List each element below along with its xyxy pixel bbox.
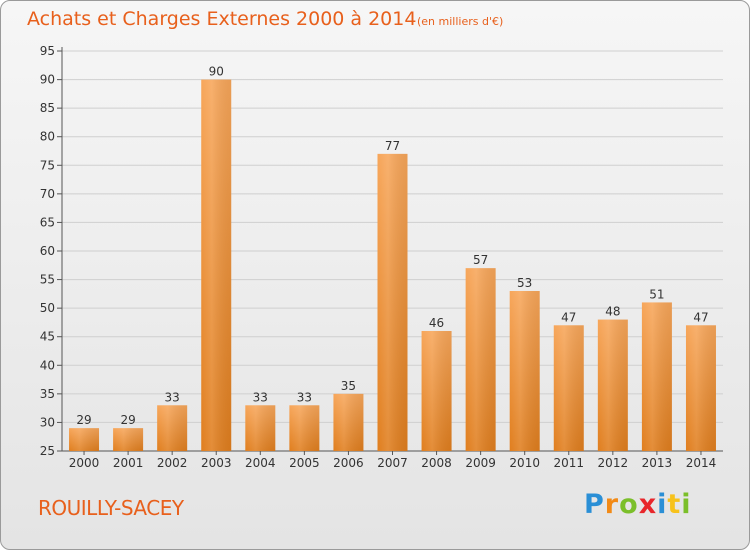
bar	[685, 325, 716, 451]
bar-value-label: 90	[209, 65, 224, 79]
y-tick-label: 60	[40, 244, 55, 258]
bar-shine	[641, 302, 672, 451]
y-tick-label: 30	[40, 415, 55, 429]
x-tick-label: 2010	[509, 456, 540, 470]
x-tick-label: 2012	[598, 456, 629, 470]
y-tick-label: 45	[40, 330, 55, 344]
bar-shine	[509, 291, 540, 451]
logo-letter: i	[681, 489, 692, 520]
y-tick-label: 40	[40, 358, 55, 372]
bar	[245, 405, 276, 451]
bar-shine	[113, 428, 144, 451]
bars	[69, 79, 716, 452]
logo-letter: x	[638, 489, 658, 520]
bar	[421, 331, 452, 451]
bar-value-label: 47	[693, 310, 708, 324]
bar	[69, 428, 100, 451]
y-tick-label: 90	[40, 73, 55, 87]
bar-shine	[69, 428, 100, 451]
bar-value-label: 33	[253, 390, 268, 404]
bar-value-label: 77	[385, 139, 400, 153]
bar	[157, 405, 188, 451]
bar	[553, 325, 584, 451]
bar-value-label: 35	[341, 379, 356, 393]
bar	[333, 393, 364, 451]
bar-value-label: 33	[297, 390, 312, 404]
y-tick-label: 25	[40, 444, 55, 458]
logo-letter: i	[657, 489, 668, 520]
bar	[641, 302, 672, 451]
bar-value-label: 33	[165, 390, 180, 404]
bar-value-label: 57	[473, 253, 488, 267]
y-tick-labels: 25 30 35 40 45 50 55 60 65 70 75 80 85 90 95	[40, 44, 55, 458]
bar-shine	[157, 405, 188, 451]
x-tick-label: 2014	[686, 456, 717, 470]
y-tick-label: 55	[40, 273, 55, 287]
x-tick-label: 2003	[201, 456, 232, 470]
bar	[113, 428, 144, 451]
x-tick-label: 2002	[157, 456, 188, 470]
commune-name: ROUILLY-SACEY	[38, 496, 184, 520]
chart-subtitle: (en milliers d'€)	[417, 15, 504, 28]
bar	[201, 79, 232, 452]
x-tick-label: 2001	[113, 456, 144, 470]
bar	[289, 405, 320, 451]
y-tick-label: 80	[40, 130, 55, 144]
x-tick-label: 2007	[377, 456, 408, 470]
y-tick-label: 65	[40, 215, 55, 229]
bar-shine	[245, 405, 276, 451]
bar-value-label: 48	[605, 305, 620, 319]
logo-letter: P	[584, 489, 605, 520]
y-tick-label: 70	[40, 187, 55, 201]
proxiti-logo: Proxiti	[584, 489, 692, 520]
x-tick-label: 2006	[333, 456, 364, 470]
x-tick-label: 2008	[421, 456, 452, 470]
bar	[377, 153, 408, 451]
y-tick-label: 50	[40, 301, 55, 315]
bar-shine	[553, 325, 584, 451]
bar-shine	[289, 405, 320, 451]
bar-shine	[597, 319, 628, 451]
x-tick-label: 2013	[642, 456, 673, 470]
x-tick-label: 2011	[553, 456, 584, 470]
bar-shine	[377, 153, 408, 451]
data-labels: 29 29 33 90 33 33 35 77 46 57 53 47 48 51 47	[76, 65, 708, 428]
bar	[465, 268, 496, 451]
bar-value-label: 29	[76, 413, 91, 427]
logo-letter: o	[619, 489, 639, 520]
x-tick-label: 2000	[69, 456, 100, 470]
chart-title: Achats et Charges Externes 2000 à 2014	[27, 8, 417, 30]
bar-shine	[421, 331, 452, 451]
y-tick-label: 95	[40, 44, 55, 58]
x-tick-label: 2004	[245, 456, 276, 470]
bar	[509, 291, 540, 451]
y-tick-label: 75	[40, 158, 55, 172]
x-tick-label: 2009	[465, 456, 496, 470]
y-tick-label: 35	[40, 387, 55, 401]
bar-value-label: 51	[649, 287, 664, 301]
bar-value-label: 47	[561, 310, 576, 324]
bar-shine	[201, 79, 232, 452]
y-tick-label: 85	[40, 101, 55, 115]
x-tick-labels: 2000 2001 2002 2003 2004 2005 2006 2007 2008 2009…	[69, 451, 716, 470]
bar-value-label: 29	[120, 413, 135, 427]
logo-letter: t	[667, 489, 682, 520]
bar-value-label: 46	[429, 316, 444, 330]
bar-shine	[465, 268, 496, 451]
bar	[597, 319, 628, 451]
bar-value-label: 53	[517, 276, 532, 290]
x-tick-label: 2005	[289, 456, 320, 470]
bar-shine	[685, 325, 716, 451]
bar-shine	[333, 393, 364, 451]
logo-letter: r	[604, 489, 620, 520]
